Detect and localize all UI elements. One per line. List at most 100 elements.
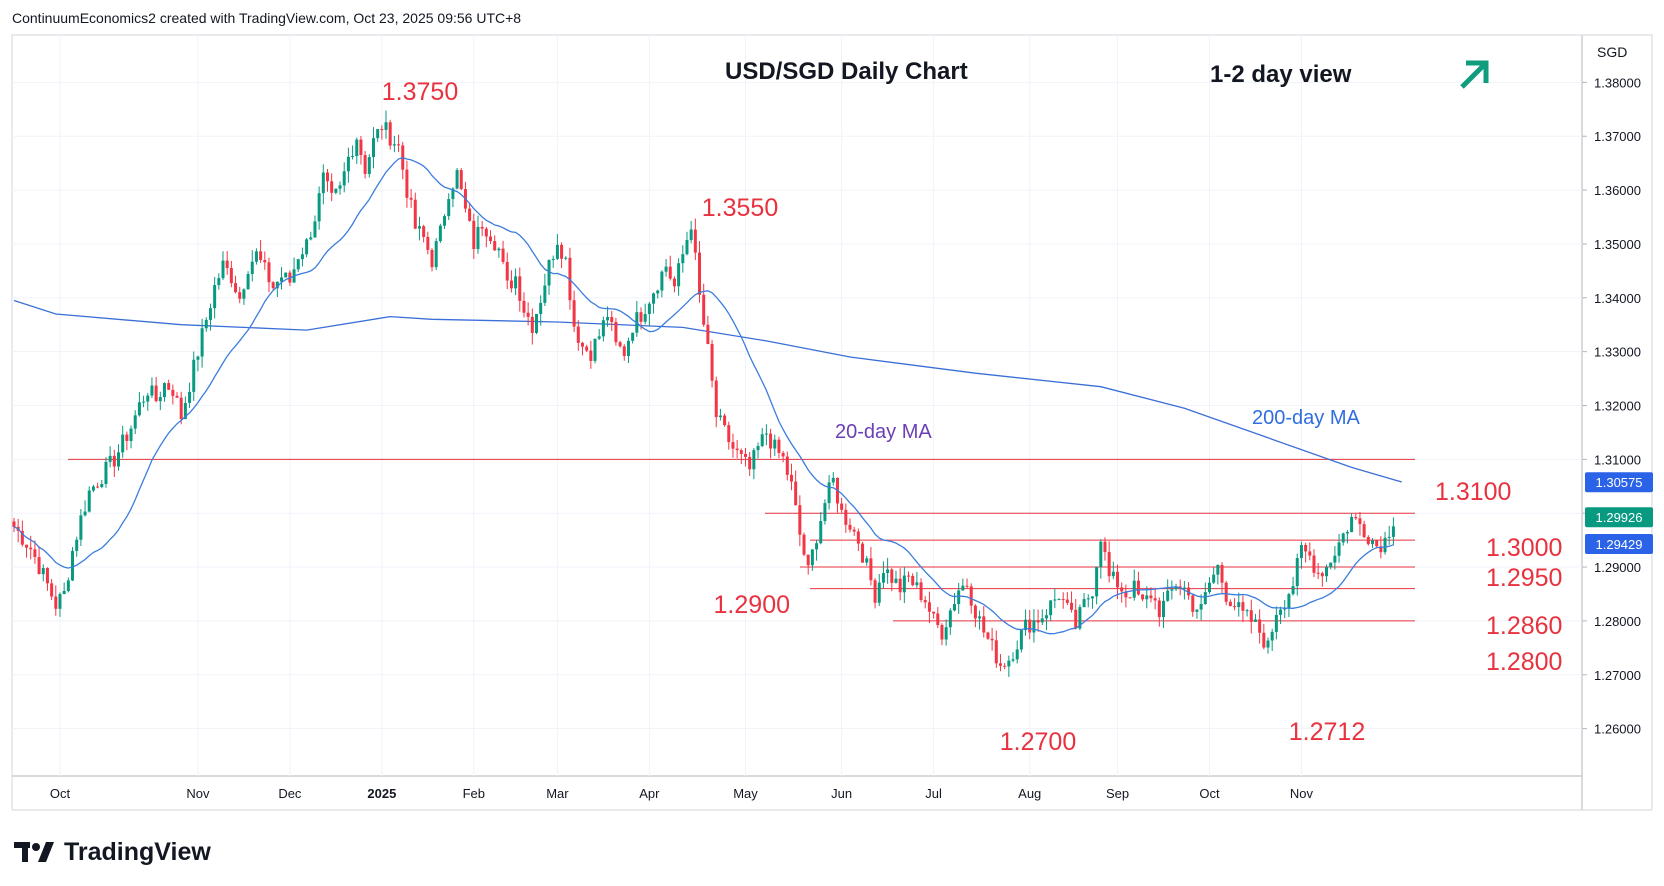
x-tick-label: May [733, 786, 758, 801]
grid [12, 35, 1582, 776]
candle-body [1007, 660, 1011, 667]
candle-body [338, 185, 342, 189]
candle-body [794, 481, 798, 506]
candle-body [585, 346, 589, 351]
candle-body [911, 575, 915, 586]
candle-body [840, 503, 844, 510]
candle-body [29, 547, 33, 550]
candle-body [560, 244, 564, 259]
chart-subtitle: 1-2 day view [1210, 61, 1352, 88]
candle-body [1078, 607, 1082, 629]
candle-body [940, 625, 944, 640]
candle-body [957, 590, 961, 605]
candle-body [1224, 582, 1228, 602]
ma200-line [13, 299, 1402, 483]
candle-body [898, 578, 902, 593]
candle-body [422, 226, 426, 237]
candle-body [1107, 552, 1111, 577]
price-badge[interactable] [1585, 533, 1653, 554]
candle-body [802, 534, 806, 555]
candle-body [535, 313, 538, 333]
y-tick-label: 1.31000 [1594, 452, 1641, 467]
candle-body [831, 477, 835, 483]
candle-body [530, 316, 534, 333]
candle-body [497, 248, 501, 251]
candle-body [54, 596, 58, 609]
candle-body [1049, 600, 1053, 616]
candle-body [856, 531, 860, 544]
candle-body [208, 308, 212, 320]
candle-body [518, 276, 522, 301]
candle-body [1228, 601, 1232, 607]
price-axis[interactable]: 1.38000 1.37000 1.36000 1.35000 1.34000 1.330… [1582, 75, 1653, 737]
level-label: 1.3750 [382, 78, 458, 106]
candle-body [543, 285, 547, 303]
candle-body [438, 225, 442, 242]
level-label: 1.2900 [714, 591, 790, 619]
candle-body [744, 453, 747, 457]
candle-body [1132, 580, 1136, 598]
candle-body [413, 199, 417, 229]
x-tick-label: Mar [546, 786, 569, 801]
candle-body [1329, 562, 1333, 568]
price-badge[interactable] [1585, 507, 1653, 528]
candle-body [1086, 598, 1090, 600]
candle-body [359, 139, 363, 156]
candle-body [355, 139, 359, 156]
candle-body [601, 320, 605, 337]
candle-body [443, 216, 447, 226]
candle-body [175, 395, 179, 398]
candle-body [777, 439, 781, 453]
time-axis[interactable]: Oct Nov Dec 2025 Feb Mar Apr May Jun Jul Aug Sep Oct… [50, 786, 1314, 801]
candle-body [723, 415, 727, 426]
candle-body [1266, 640, 1270, 648]
candle-body [948, 610, 952, 628]
candle-body [1241, 602, 1245, 611]
candle-body [1182, 587, 1186, 590]
candle-body [104, 461, 108, 484]
candle-body [1090, 596, 1094, 599]
candle-body [606, 317, 610, 321]
candle-body [789, 474, 793, 482]
candle-body [706, 324, 710, 344]
candle-body [580, 342, 584, 347]
candle-body [718, 415, 722, 418]
candle-body [915, 582, 919, 586]
candle-body [1212, 574, 1216, 583]
candle-body [334, 188, 338, 193]
candle-body [1019, 630, 1023, 650]
candle-body [83, 511, 87, 516]
candle-body [990, 638, 994, 641]
candle-body [1371, 540, 1374, 545]
tradingview-logo[interactable]: TradingView [14, 838, 211, 866]
candle-body [397, 144, 401, 146]
candle-body [1153, 598, 1157, 601]
candle-body [150, 385, 154, 396]
price-badge[interactable] [1585, 472, 1653, 493]
candle-body [514, 276, 518, 289]
candle-body [317, 193, 321, 222]
candle-body [618, 342, 622, 347]
candle-body [965, 585, 969, 587]
x-tick-label: Oct [1199, 786, 1220, 801]
candle-body [179, 397, 183, 420]
candle-body [685, 240, 689, 255]
level-label: 1.2860 [1486, 612, 1562, 640]
candle-body [472, 220, 476, 250]
candle-body [459, 170, 463, 190]
candle-body [363, 155, 367, 174]
candle-body [614, 321, 618, 343]
candle-body [1162, 600, 1165, 618]
candle-body [96, 486, 100, 488]
candle-body [296, 259, 300, 270]
price-badge-label: 1.30575 [1596, 475, 1643, 490]
candle-body [146, 395, 150, 402]
candle-body [660, 271, 664, 291]
candle-body [71, 550, 75, 581]
candle-body [639, 312, 643, 322]
candle-body [246, 274, 250, 290]
candle-body [1203, 592, 1207, 604]
candle-body [994, 640, 998, 664]
candle-body [1304, 544, 1308, 552]
